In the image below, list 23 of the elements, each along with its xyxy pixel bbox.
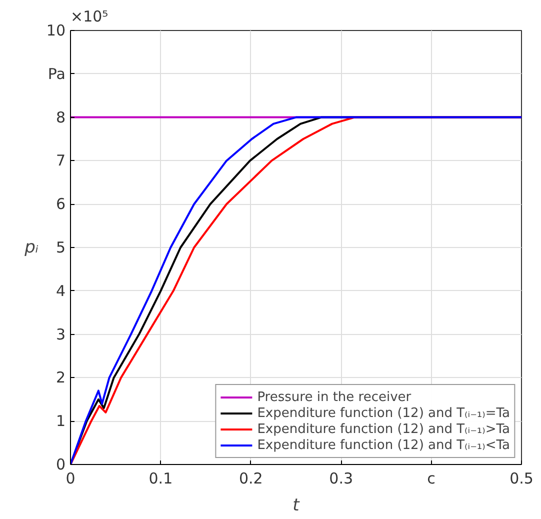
legend-label: Expenditure function (12) and T₍ᵢ₋₁₎=Ta <box>257 405 510 421</box>
y-tick-label: 8 <box>56 108 66 126</box>
y-tick-label: Pa <box>48 64 66 83</box>
y-axis-title: pᵢ <box>24 238 38 258</box>
x-tick-label: 0.3 <box>329 470 354 488</box>
x-tick-label: c <box>427 470 436 488</box>
y-tick-label: 3 <box>56 325 66 344</box>
y-tick-label: 4 <box>56 282 66 300</box>
x-tick-label: 0.1 <box>148 470 173 488</box>
legend-label: Expenditure function (12) and T₍ᵢ₋₁₎<Ta <box>257 437 510 453</box>
y-tick-label: 10 <box>46 22 66 40</box>
y-tick-label: 0 <box>56 456 66 474</box>
y-tick-label: 7 <box>56 152 66 170</box>
x-tick-label: 0.5 <box>510 470 534 488</box>
y-tick-label: 5 <box>56 238 66 256</box>
legend-label: Pressure in the receiver <box>257 389 412 405</box>
y-tick-label: 6 <box>56 195 66 214</box>
legend-label: Expenditure function (12) and T₍ᵢ₋₁₎>Ta <box>257 421 510 437</box>
y-tick-label: 2 <box>56 368 66 387</box>
x-tick-label: 0.2 <box>238 470 263 488</box>
text: ×10⁵ <box>70 8 108 26</box>
x-axis-title: t <box>292 496 301 516</box>
y-tick-label: 1 <box>56 412 66 430</box>
